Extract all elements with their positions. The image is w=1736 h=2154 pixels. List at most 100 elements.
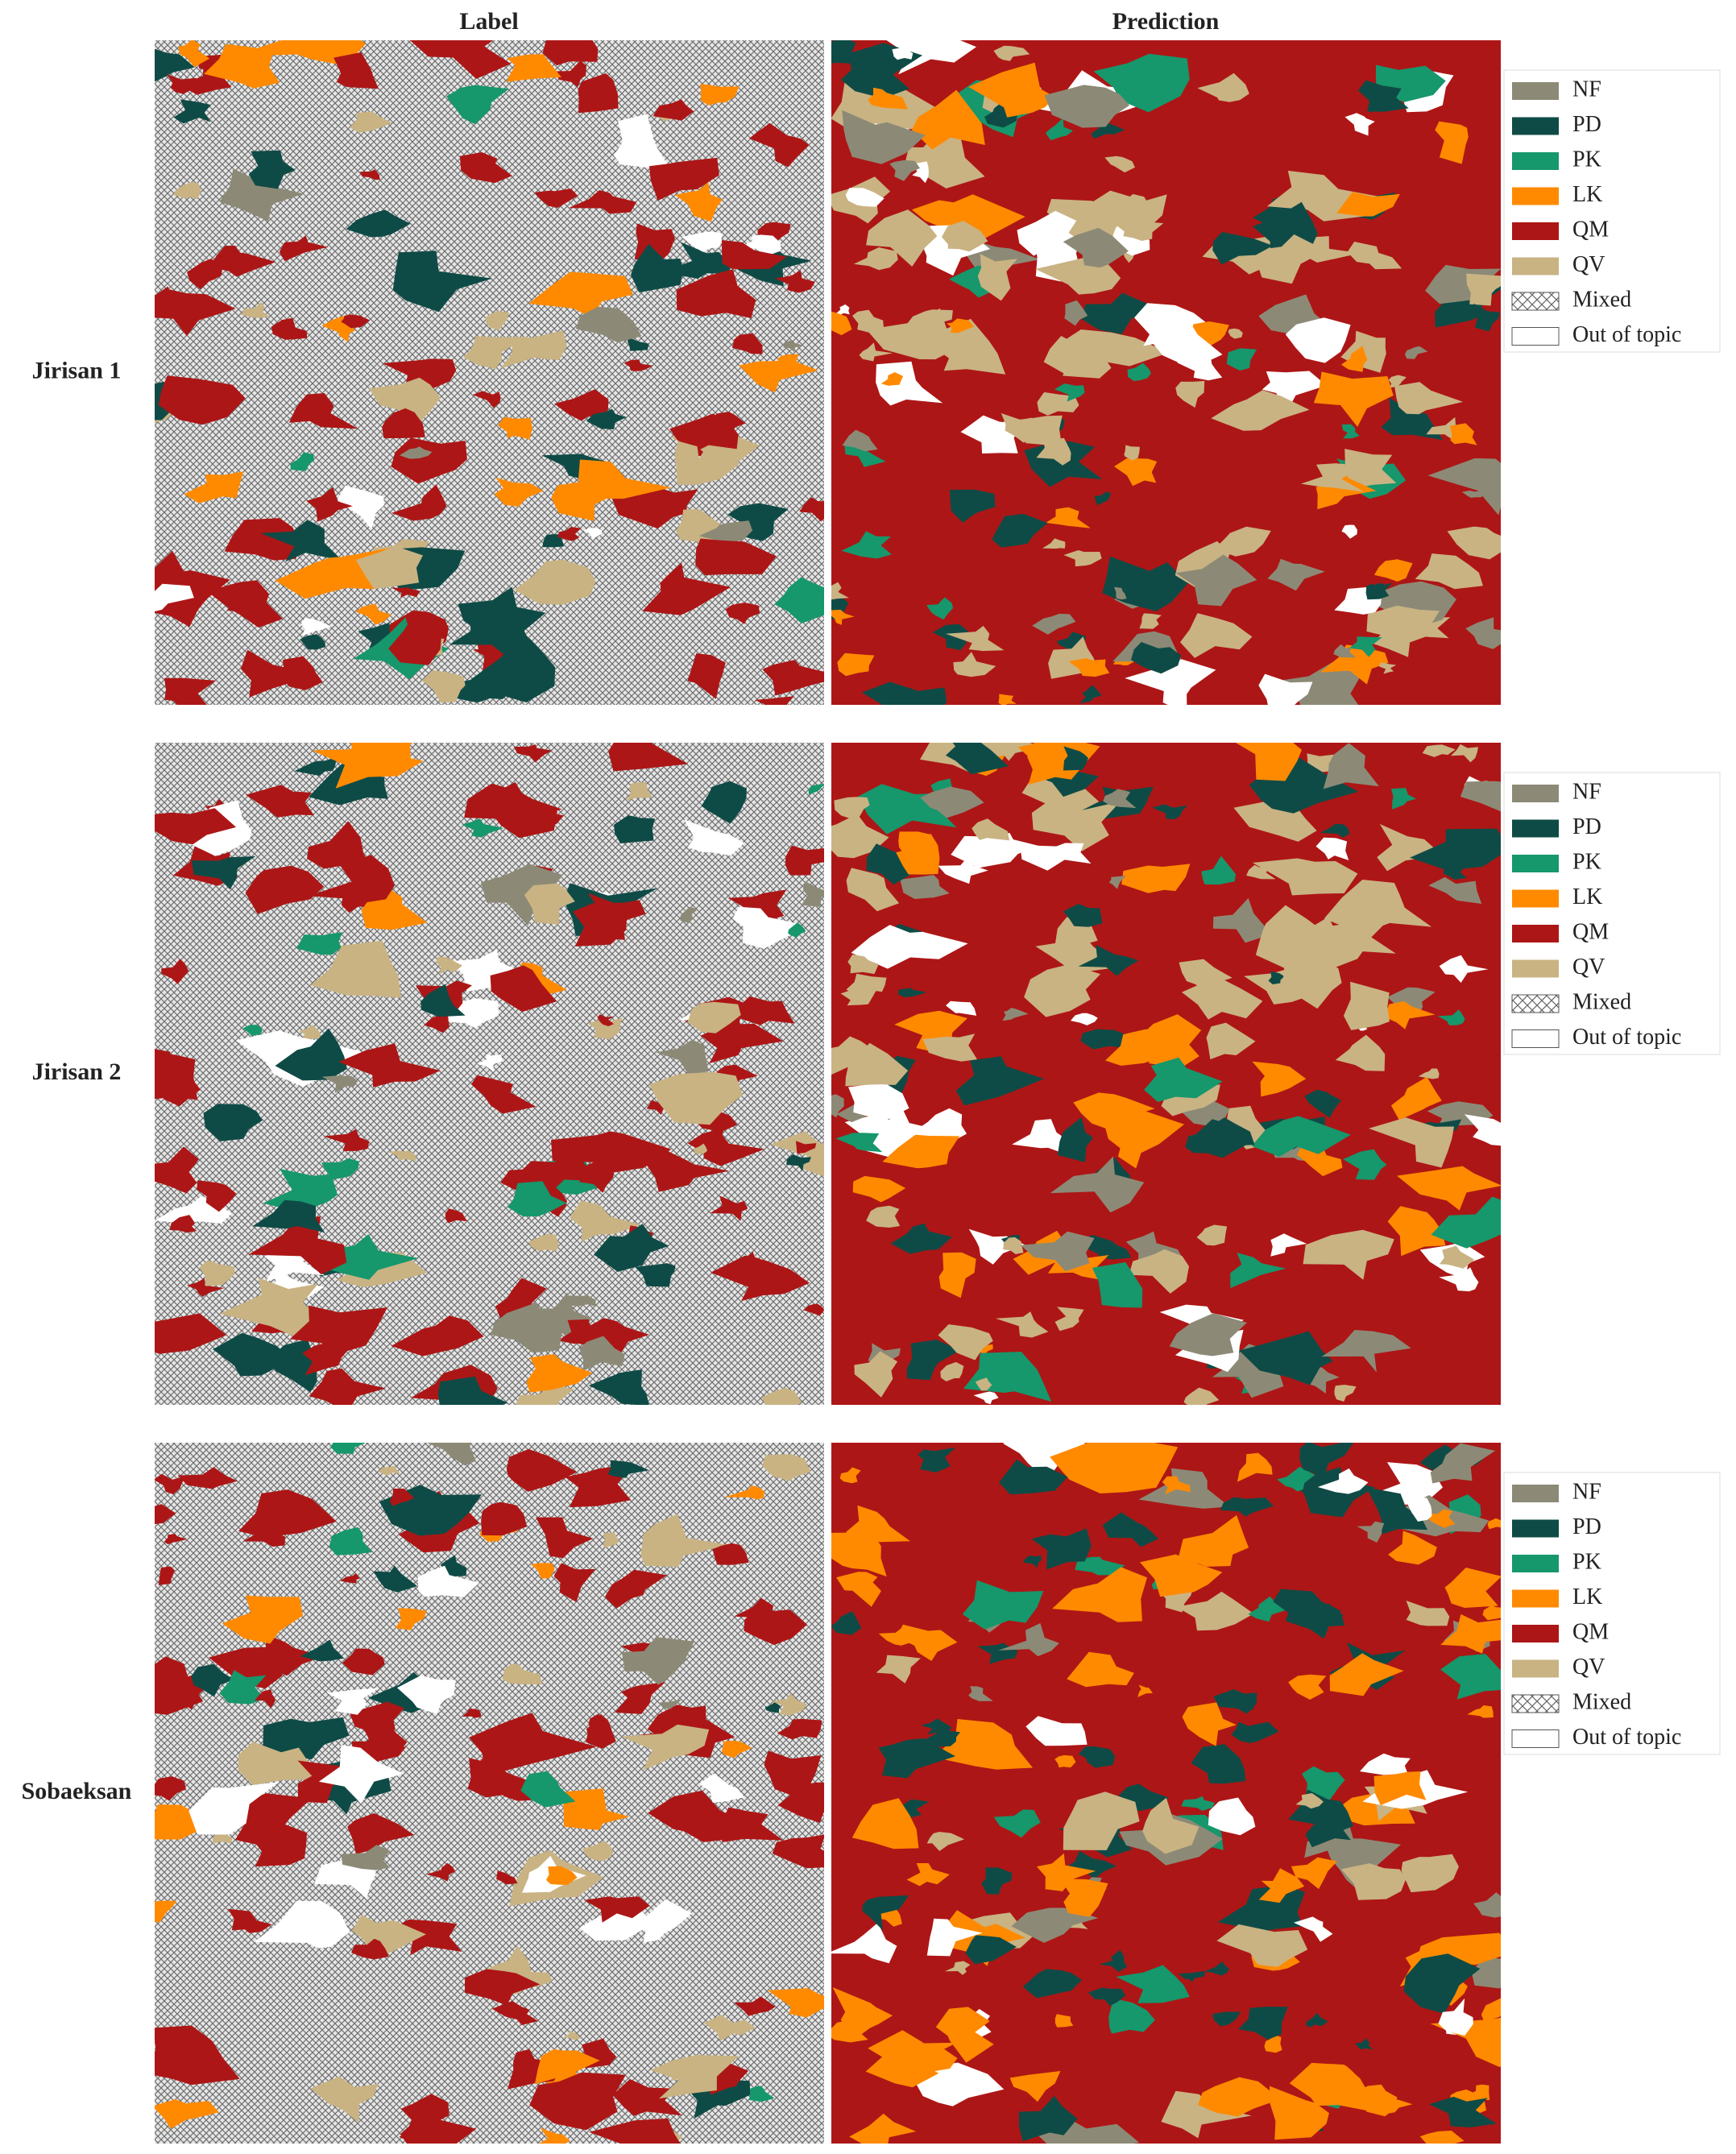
map-patch	[643, 1144, 730, 1192]
map-patch	[1321, 1330, 1411, 1373]
map-patch	[1264, 2034, 1282, 2053]
map-patch	[748, 122, 810, 168]
map-patch	[534, 188, 578, 208]
map-patch	[557, 527, 582, 541]
map-patch	[1340, 346, 1368, 372]
map-patch	[1052, 1567, 1147, 1622]
map-patch	[878, 1626, 912, 1646]
map-patch	[172, 181, 201, 200]
map-patch	[711, 1255, 810, 1302]
map-patch	[1291, 1857, 1337, 1890]
map-patch	[594, 1224, 669, 1272]
map-patch	[164, 677, 217, 705]
map-patch	[213, 1332, 292, 1377]
map-patch	[1105, 1029, 1183, 1066]
map-patch	[1092, 1261, 1143, 1308]
map-patch	[700, 1024, 784, 1063]
map-patch	[300, 634, 325, 650]
map-patch	[502, 1663, 543, 1684]
map-patch	[1407, 1495, 1432, 1522]
map-patch	[458, 586, 546, 634]
map-patch	[495, 1278, 547, 1322]
map-patch	[841, 531, 892, 559]
map-patch	[1175, 380, 1205, 408]
map-patch	[1258, 1868, 1305, 1903]
map-patch	[347, 1812, 415, 1854]
map-patch	[248, 150, 296, 189]
map-patch	[1104, 155, 1135, 173]
map-patch	[687, 653, 726, 699]
map-patch	[400, 446, 433, 459]
map-patch	[951, 832, 1038, 868]
map-patch	[155, 1313, 227, 1354]
map-patch	[1267, 558, 1325, 591]
map-patch	[166, 74, 197, 94]
legend-label: PK	[1572, 1549, 1601, 1574]
map-patch	[1324, 880, 1432, 934]
legend-swatch	[1512, 82, 1559, 100]
map-patch	[1208, 1797, 1256, 1836]
map-patch	[155, 288, 236, 337]
map-patch	[795, 1141, 817, 1154]
map-patch	[1460, 781, 1501, 812]
map-patch	[1002, 415, 1063, 445]
map-patch	[911, 89, 985, 150]
map-patch	[1179, 1514, 1249, 1567]
map-patch	[723, 1485, 764, 1500]
map-patch	[582, 1841, 614, 1862]
map-layer	[831, 1443, 1501, 2144]
legend-label: QM	[1572, 1619, 1609, 1644]
legend-label: Mixed	[1572, 989, 1631, 1014]
map-patch	[699, 1773, 744, 1803]
map-patch	[831, 1922, 897, 1964]
map-patch	[1473, 303, 1500, 332]
map-patch	[889, 159, 920, 181]
map-patch	[155, 2025, 240, 2086]
map-patch	[926, 1918, 983, 1957]
map-patch	[762, 1454, 811, 1481]
map-patch	[1355, 2038, 1373, 2050]
map-patch	[1285, 317, 1351, 363]
map-patch	[1349, 636, 1382, 657]
map-patch	[155, 570, 230, 628]
map-patch	[1151, 311, 1223, 369]
map-patch	[1093, 53, 1190, 113]
map-patch	[445, 1208, 467, 1224]
map-patch	[1125, 659, 1216, 705]
map-patch	[1099, 1949, 1128, 1972]
map-patch	[283, 656, 323, 690]
map-patch	[321, 1075, 358, 1093]
legend-swatch	[1512, 1589, 1559, 1608]
map-patch	[920, 786, 984, 818]
map-patch	[1288, 1674, 1327, 1700]
map-patch	[890, 1223, 953, 1254]
map-patch	[275, 1028, 347, 1081]
map-patch	[1211, 390, 1310, 431]
map-patch	[674, 441, 741, 485]
map-patch	[1181, 1796, 1215, 1811]
map-patch	[783, 340, 804, 353]
map-patch	[955, 1056, 1045, 1106]
map-patch	[155, 583, 194, 611]
map-patch	[232, 40, 366, 66]
map-patch	[199, 1260, 235, 1286]
map-patch	[1440, 1654, 1501, 1700]
map-patch	[1025, 1716, 1088, 1746]
map-patch	[397, 1675, 456, 1714]
map-patch	[300, 1639, 344, 1662]
map-patch	[1009, 2071, 1061, 2102]
map-patch	[938, 1252, 976, 1299]
map-patch	[529, 2072, 626, 2131]
map-patch	[1078, 1746, 1116, 1768]
map-layer	[155, 1443, 824, 2144]
map-patch	[299, 1025, 321, 1040]
map-patch	[472, 391, 501, 408]
map-patch	[1357, 1521, 1385, 1543]
map-patch	[1391, 788, 1416, 810]
legend-swatch	[1512, 1519, 1559, 1538]
map-patch	[612, 1899, 692, 1943]
map-patch	[323, 1129, 370, 1151]
map-patch	[1303, 236, 1361, 263]
map-patch	[1255, 905, 1330, 971]
map-patch	[1251, 1116, 1351, 1157]
